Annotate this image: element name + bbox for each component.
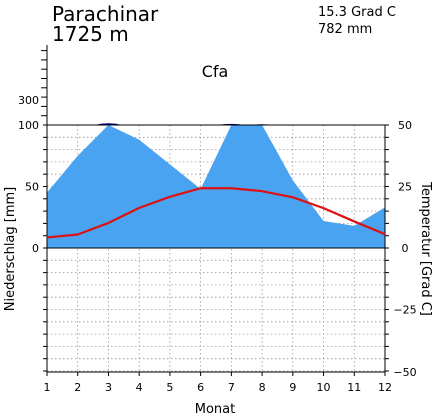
x-tick-label: 11	[347, 381, 361, 394]
x-tick-label: 12	[378, 381, 392, 394]
left-tick-label: 50	[25, 181, 39, 194]
x-tick-label: 9	[289, 381, 296, 394]
left-tick-label: 0	[32, 242, 39, 255]
annual-precipitation-total: 782 mm	[318, 22, 373, 37]
right-tick-label: −50	[393, 366, 416, 379]
chart-title: Cfa	[202, 62, 229, 81]
temperature-series	[46, 187, 386, 239]
x-axis-label: Monat	[195, 402, 235, 416]
station-elevation: 1725 m	[52, 22, 129, 46]
precipitation-series	[47, 123, 385, 248]
left-tick-label: 300	[18, 94, 39, 107]
x-tick-label: 3	[105, 381, 112, 394]
x-tick-label: 8	[259, 381, 266, 394]
x-tick-label: 1	[44, 381, 51, 394]
annual-mean-temperature: 15.3 Grad C	[318, 5, 396, 20]
station-name: Parachinar	[52, 2, 159, 26]
right-tick-label: 50	[398, 119, 412, 132]
x-tick-label: 6	[197, 381, 204, 394]
x-tick-label: 5	[166, 381, 173, 394]
x-tick-label: 7	[228, 381, 235, 394]
x-tick-label: 10	[317, 381, 331, 394]
left-tick-label: 100	[18, 119, 39, 132]
y-axis-label-left: Niederschlag [mm]	[3, 187, 18, 312]
y-axis-label-right: Temperatur [Grad C]	[418, 181, 433, 316]
x-tick-label: 4	[136, 381, 143, 394]
temperature-line	[46, 187, 386, 239]
right-tick-label: −25	[393, 304, 416, 317]
right-tick-label: 25	[398, 181, 412, 194]
precipitation-area	[47, 125, 385, 248]
right-tick-label: 0	[402, 242, 409, 255]
x-tick-label: 2	[74, 381, 81, 394]
